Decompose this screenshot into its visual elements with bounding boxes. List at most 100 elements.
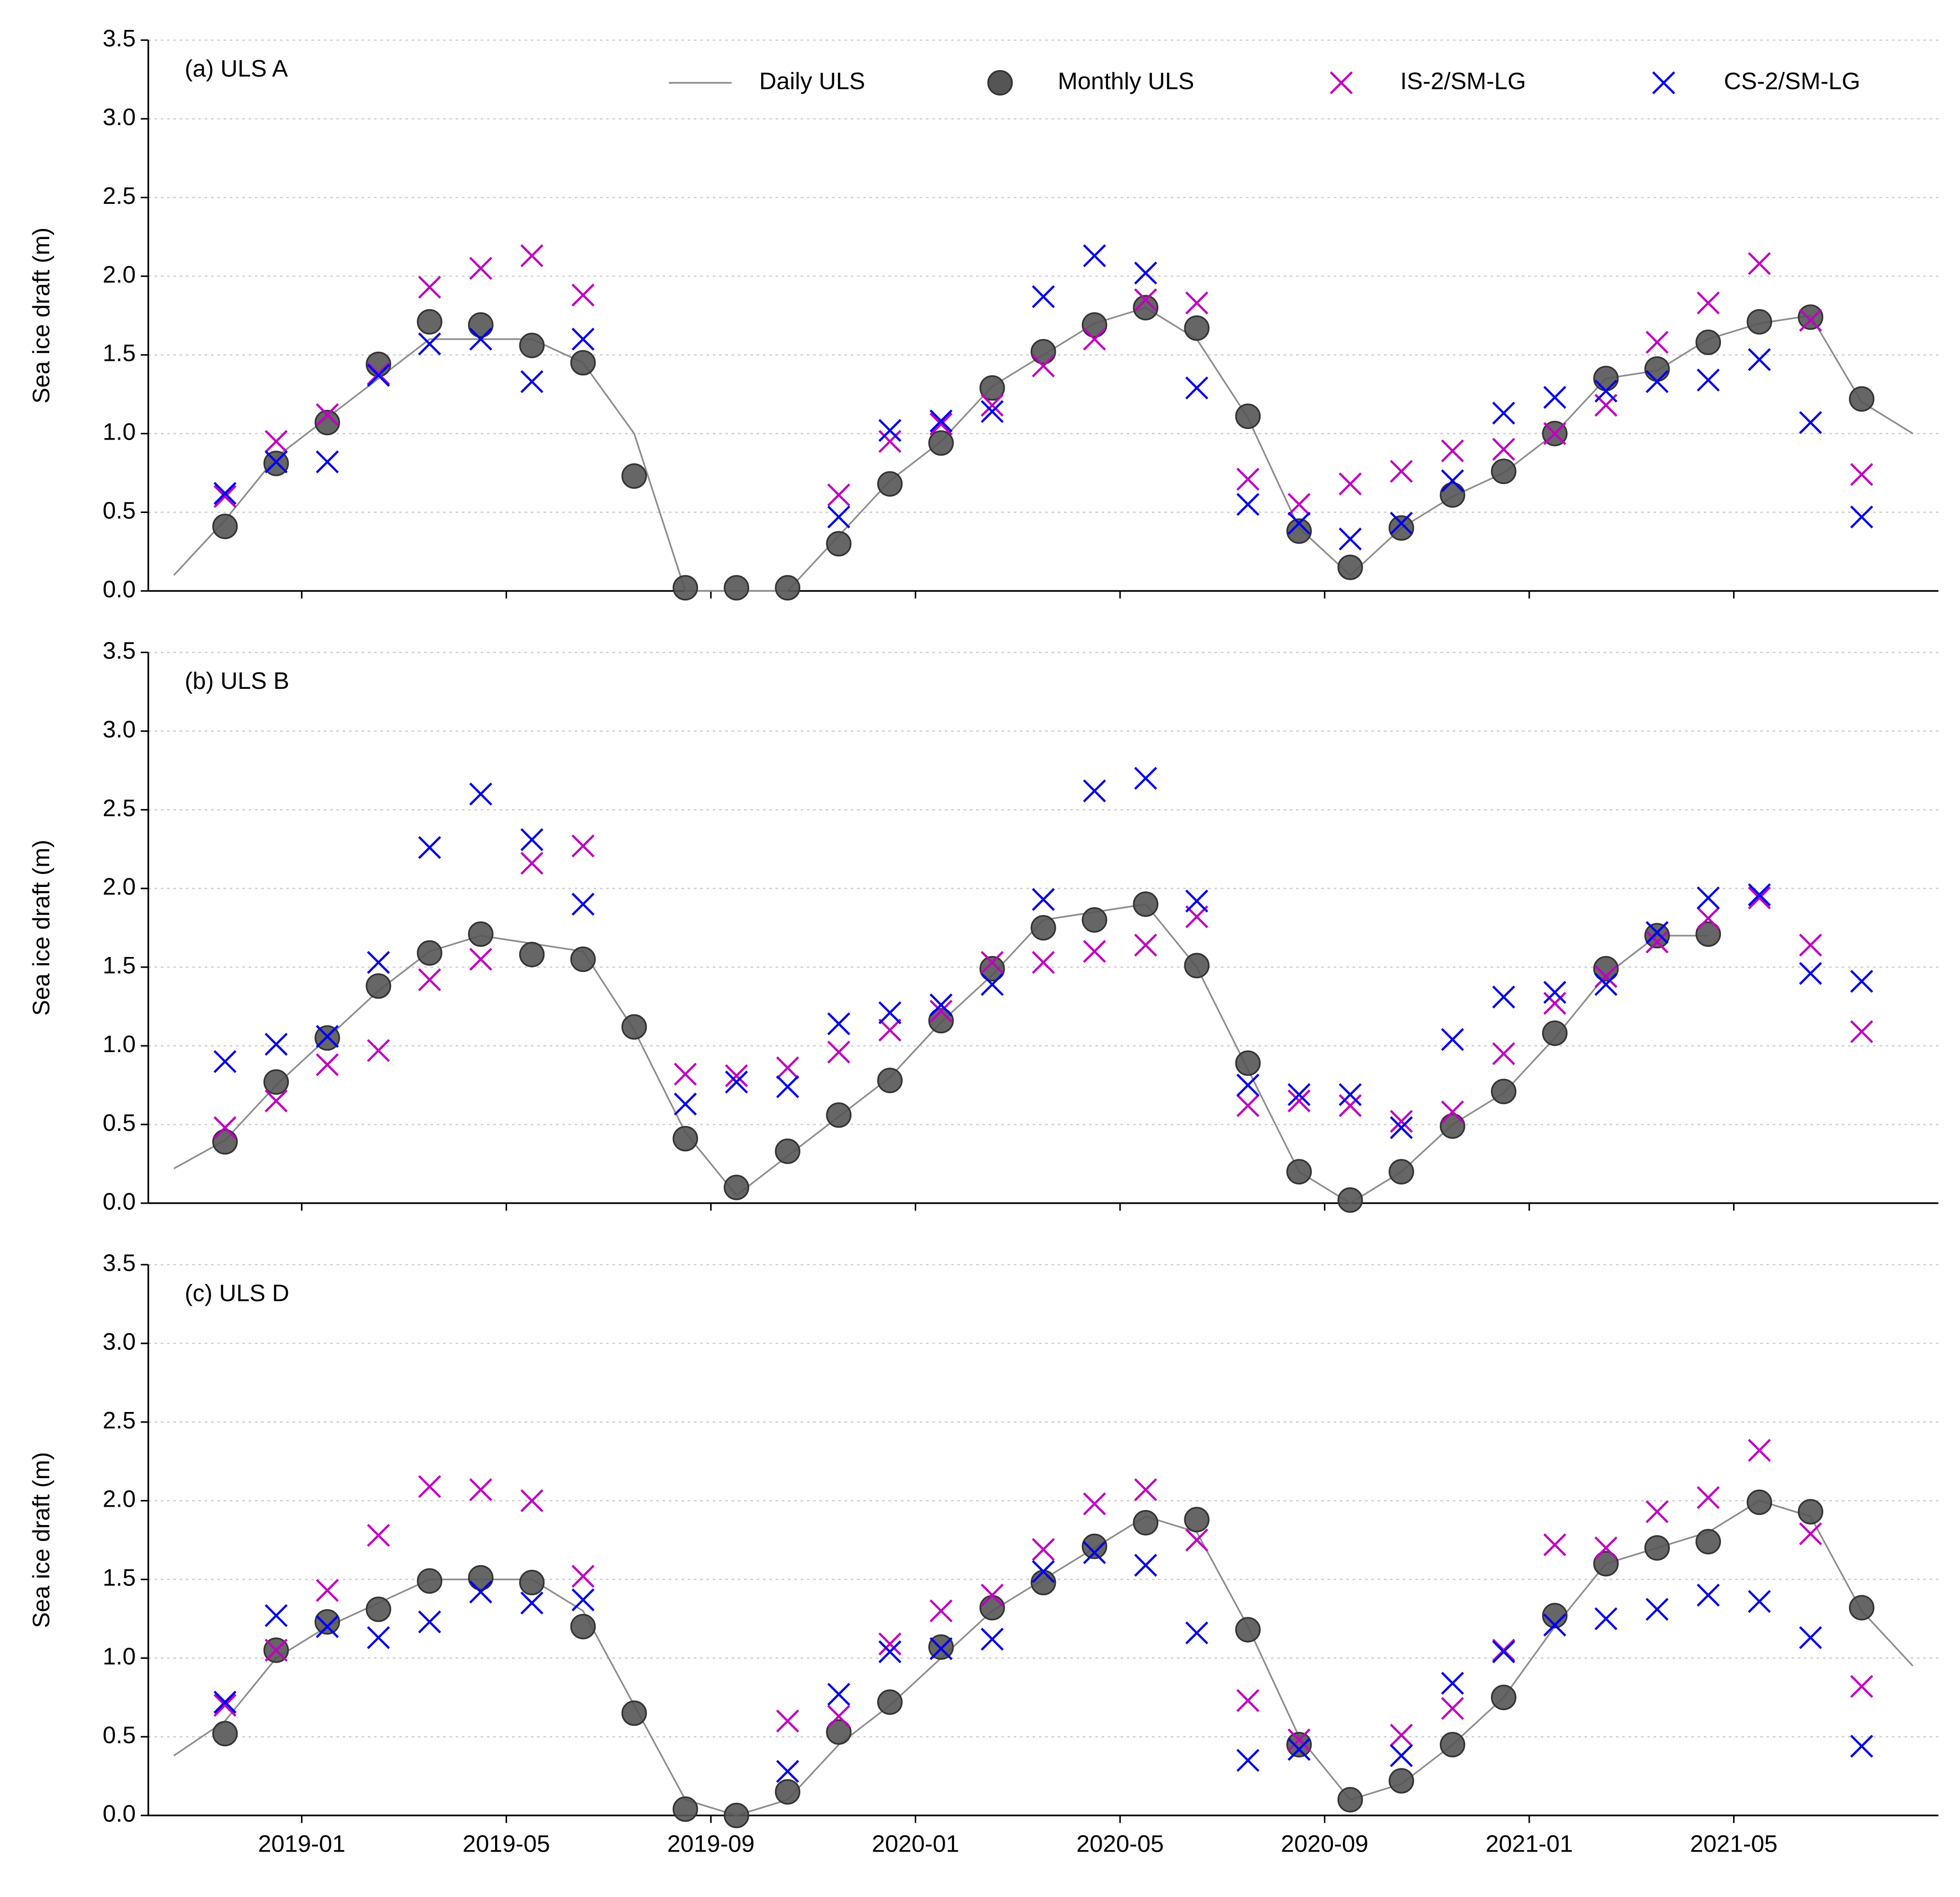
x-point	[1236, 1749, 1260, 1772]
x-point	[418, 836, 441, 859]
x-point	[776, 1075, 799, 1098]
x-point	[1185, 376, 1208, 399]
monthly-point	[1389, 515, 1414, 541]
monthly-point	[468, 312, 494, 338]
x-point	[929, 999, 953, 1023]
x-point	[469, 1478, 493, 1501]
x-point	[265, 1639, 288, 1662]
x-point	[418, 968, 441, 991]
y-tick-label: 1.0	[102, 1643, 136, 1669]
legend-label: Daily ULS	[759, 68, 865, 94]
x-point	[929, 413, 953, 436]
x-point	[1185, 1621, 1208, 1645]
legend-x	[1330, 71, 1353, 95]
x-point	[980, 1627, 1004, 1651]
x-point	[1543, 422, 1566, 445]
x-point	[367, 364, 390, 387]
monthly-point	[1644, 356, 1670, 382]
x-point	[1646, 1597, 1669, 1621]
x-point	[1032, 354, 1055, 378]
x-point	[827, 1683, 851, 1706]
x-point	[520, 1591, 543, 1615]
x-point	[1747, 1590, 1771, 1613]
monthly-point	[672, 575, 698, 601]
x-point	[827, 1041, 851, 1064]
x-point	[980, 1583, 1004, 1607]
x-point	[571, 284, 595, 307]
x-point	[1134, 1554, 1157, 1577]
x-point	[213, 1690, 237, 1714]
x-point	[1083, 779, 1106, 802]
x-point	[1799, 309, 1822, 332]
x-point	[1032, 951, 1055, 974]
monthly-point	[672, 1796, 698, 1822]
x-point	[674, 1092, 697, 1116]
x-point	[265, 1604, 288, 1627]
x-point	[1492, 438, 1515, 461]
monthly-point	[621, 1014, 647, 1040]
y-tick-label: 3.0	[102, 1328, 136, 1355]
x-point	[1134, 261, 1157, 285]
monthly-point	[1286, 1159, 1312, 1184]
x-point	[315, 1025, 339, 1048]
x-point	[1338, 1094, 1362, 1117]
monthly-point	[468, 921, 494, 947]
x-point	[1492, 401, 1515, 425]
x-point	[1390, 459, 1413, 483]
x-point	[1338, 1083, 1362, 1106]
x-point	[1185, 1528, 1208, 1552]
x-point	[1083, 328, 1106, 351]
x-point	[1646, 370, 1669, 393]
monthly-point	[1439, 1113, 1465, 1139]
monthly-point	[1849, 386, 1875, 412]
monthly-point	[877, 1689, 903, 1715]
x-point	[725, 1064, 748, 1087]
x-point	[1543, 1613, 1566, 1637]
x-point	[1032, 1560, 1055, 1583]
monthly-point	[621, 1700, 647, 1726]
monthly-point	[724, 575, 750, 601]
monthly-point	[1593, 956, 1619, 982]
x-point	[213, 1116, 237, 1140]
monthly-point	[1337, 1787, 1363, 1812]
x-point	[1697, 886, 1720, 910]
x-point	[520, 244, 543, 268]
y-tick-label: 2.5	[102, 1407, 136, 1434]
monthly-point	[314, 410, 341, 436]
monthly-point	[1133, 295, 1159, 321]
x-point	[1441, 1100, 1464, 1124]
monthly-point	[1439, 1732, 1465, 1757]
x-point	[1799, 962, 1822, 985]
x-point	[980, 951, 1004, 974]
monthly-point	[1337, 1187, 1363, 1213]
x-point	[827, 505, 851, 528]
monthly-point	[1798, 1499, 1823, 1525]
x-point	[1236, 468, 1260, 491]
monthly-point	[1491, 458, 1517, 485]
x-point	[1747, 883, 1771, 906]
x-point	[315, 1615, 339, 1639]
y-tick-label: 0.5	[102, 497, 136, 524]
x-point	[213, 482, 237, 505]
panel-title: (c) ULS D	[185, 1280, 289, 1306]
x-point	[1799, 411, 1822, 434]
x-point	[520, 852, 543, 875]
x-point	[571, 834, 595, 857]
monthly-point	[928, 1008, 954, 1034]
monthly-point	[826, 531, 852, 556]
x-point	[571, 893, 595, 916]
y-axis-label: Sea ice draft (m)	[28, 1452, 55, 1628]
x-point	[1747, 252, 1771, 275]
monthly-point	[1644, 923, 1670, 949]
x-point	[1850, 505, 1874, 528]
x-point	[878, 1632, 902, 1655]
x-tick-label: 2020-09	[1281, 1831, 1368, 1857]
x-point	[980, 394, 1004, 417]
x-point	[1287, 512, 1311, 535]
x-point	[1543, 992, 1566, 1015]
monthly-point	[1542, 1020, 1568, 1046]
y-tick-label: 1.0	[102, 419, 136, 445]
x-tick-label: 2019-05	[463, 1831, 550, 1857]
monthly-point	[417, 1568, 442, 1594]
